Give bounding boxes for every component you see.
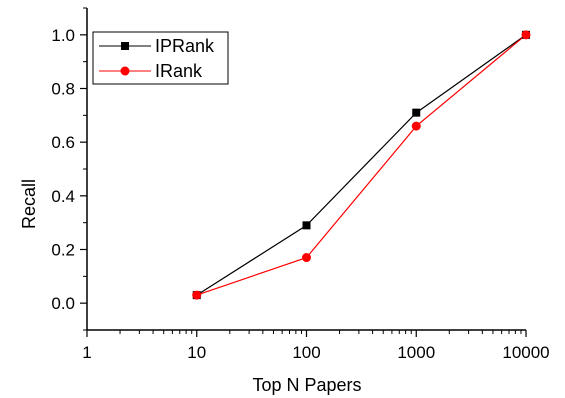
- y-tick-label: 0.4: [51, 187, 75, 206]
- x-axis-title: Top N Papers: [252, 375, 361, 395]
- y-tick-label: 0.8: [51, 80, 75, 99]
- x-tick-label: 1000: [397, 343, 435, 362]
- legend-entry-irank: IRank: [99, 61, 203, 81]
- data-point-irank: [411, 121, 421, 131]
- data-point-irank: [521, 30, 531, 40]
- axes: 1 10 100 1000 10000 0.0 0.2 0.4 0.6 0.8 1.0: [51, 7, 550, 362]
- legend-marker-iprank: [121, 42, 129, 50]
- data-point-irank: [302, 253, 311, 263]
- legend-box: [92, 31, 229, 85]
- x-tick-label: 10000: [502, 343, 549, 362]
- y-tick-label: 0.2: [51, 241, 75, 260]
- series-markers: [192, 30, 531, 300]
- data-point-iprank: [412, 108, 421, 117]
- y-axis-title: Recall: [19, 179, 39, 229]
- x-tick-label: 100: [292, 343, 320, 362]
- series-lines: [196, 34, 527, 296]
- y-tick-label: 0.6: [51, 133, 75, 152]
- x-tick-label: 1: [82, 343, 91, 362]
- y-tick-label: 0.0: [51, 294, 75, 313]
- y-tick-label: 1.0: [51, 26, 75, 45]
- legend-label-iprank: IPRank: [155, 36, 215, 56]
- legend: IPRank IRank: [92, 31, 229, 85]
- legend-marker-irank: [120, 66, 130, 76]
- data-point-irank: [192, 290, 202, 300]
- legend-label-irank: IRank: [155, 61, 203, 81]
- x-tick-label: 10: [187, 343, 206, 362]
- data-point-iprank: [302, 221, 311, 230]
- legend-entry-iprank: IPRank: [99, 36, 215, 56]
- series-line-irank: [196, 34, 527, 296]
- series-line-iprank: [196, 34, 527, 296]
